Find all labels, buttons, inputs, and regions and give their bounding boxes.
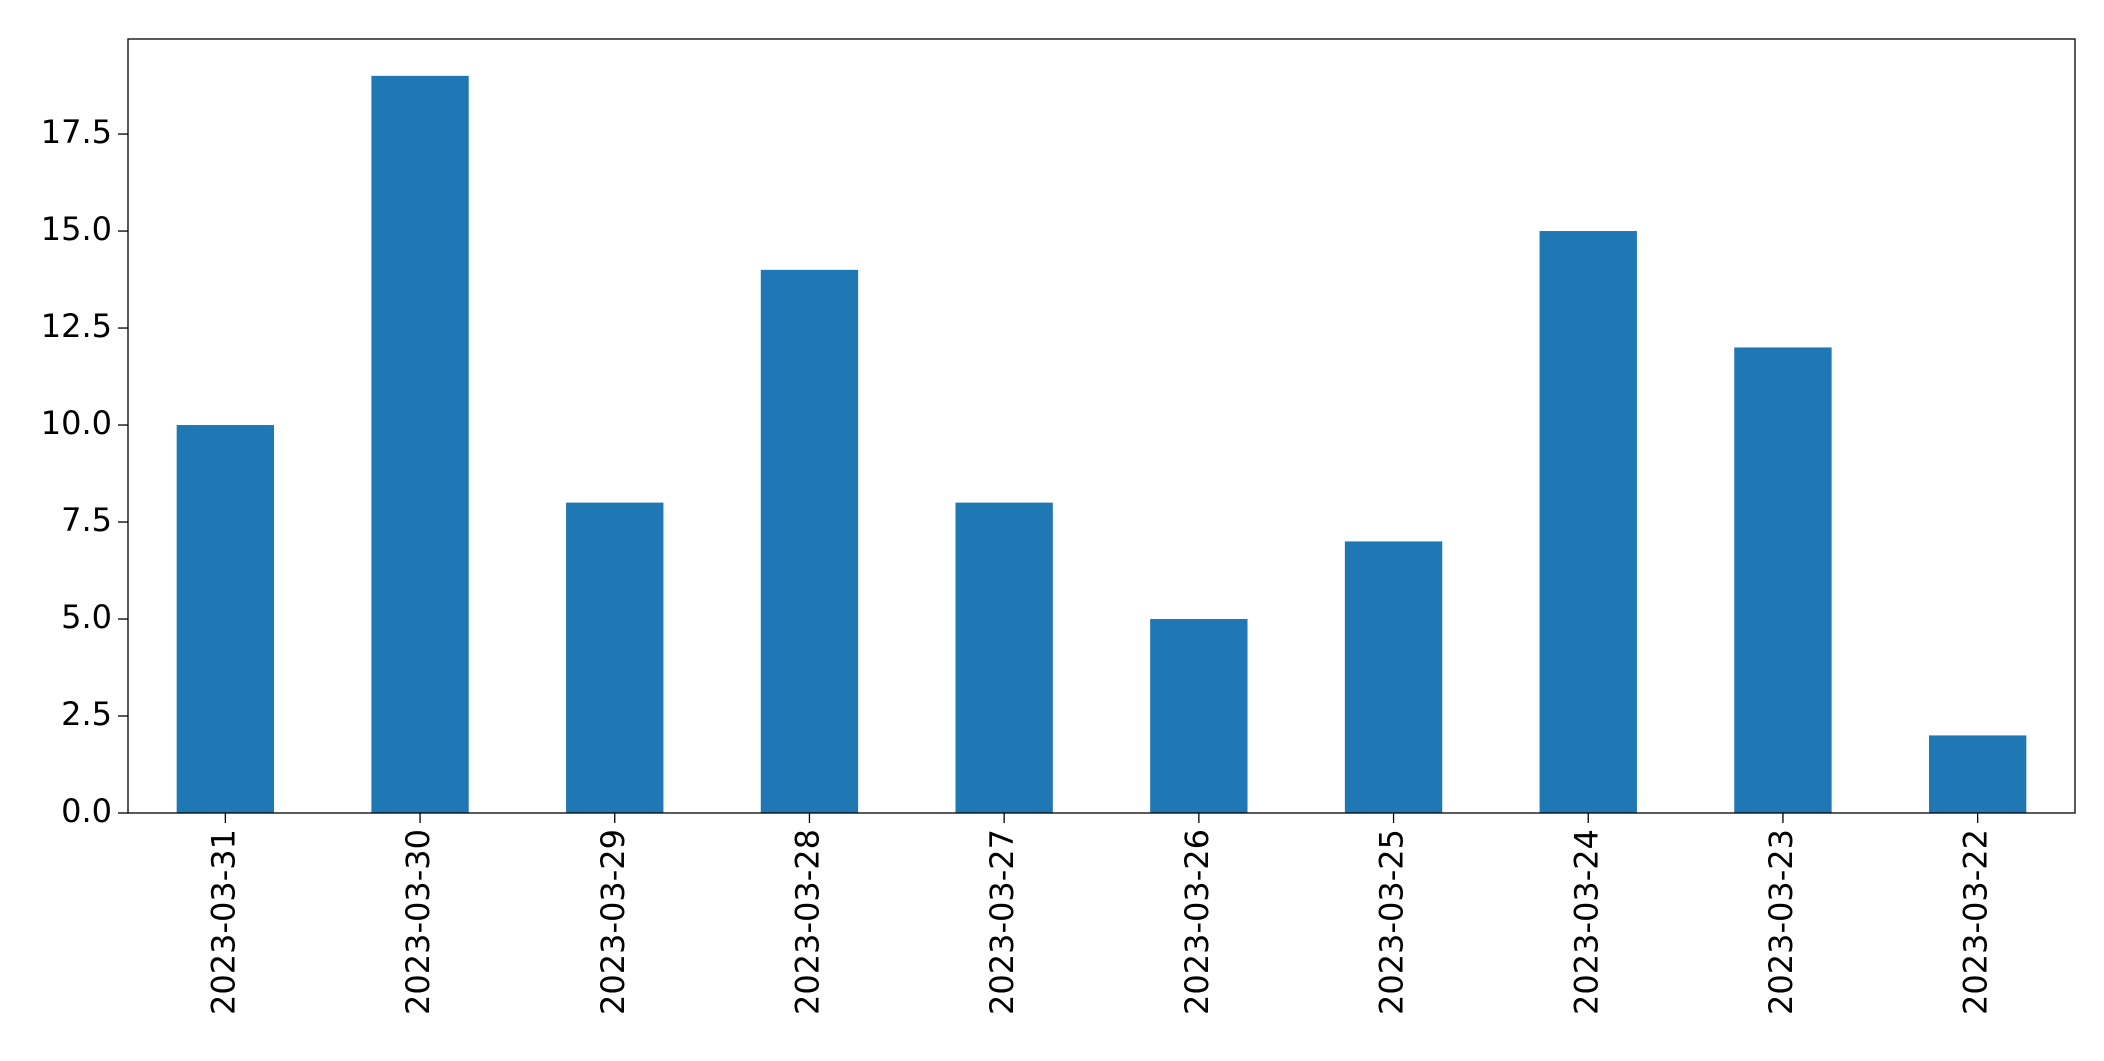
x-tick-label: 2023-03-25 <box>1373 829 1411 1015</box>
bar <box>1539 231 1637 814</box>
y-tick-label: 10.0 <box>41 404 112 442</box>
x-tick-label: 2023-03-24 <box>1567 829 1605 1015</box>
y-tick-label: 15.0 <box>41 210 112 248</box>
y-tick-label: 12.5 <box>41 307 112 345</box>
bar <box>760 269 859 813</box>
bar <box>371 75 469 814</box>
x-tick-label: 2023-03-27 <box>983 829 1021 1015</box>
y-tick-label: 7.5 <box>61 501 112 539</box>
x-tick-label: 2023-03-23 <box>1762 829 1800 1015</box>
bar <box>955 502 1053 813</box>
bar <box>176 425 275 813</box>
y-tick-label: 5.0 <box>61 598 112 636</box>
bar <box>1734 347 1832 813</box>
plot-frame <box>127 38 2076 814</box>
bar <box>1150 619 1248 813</box>
x-tick-label: 2023-03-29 <box>594 829 632 1015</box>
y-tick-label: 17.5 <box>41 113 112 151</box>
y-tick-label: 0.0 <box>61 792 112 830</box>
x-tick-label: 2023-03-22 <box>1957 829 1995 1015</box>
bar <box>566 502 664 813</box>
bar <box>1344 541 1443 813</box>
x-tick-label: 2023-03-31 <box>204 829 242 1015</box>
bar <box>1928 735 2027 813</box>
x-tick-label: 2023-03-28 <box>788 829 826 1015</box>
x-tick-label: 2023-03-26 <box>1178 829 1216 1015</box>
x-tick-label: 2023-03-30 <box>399 829 437 1015</box>
y-tick-label: 2.5 <box>61 695 112 733</box>
